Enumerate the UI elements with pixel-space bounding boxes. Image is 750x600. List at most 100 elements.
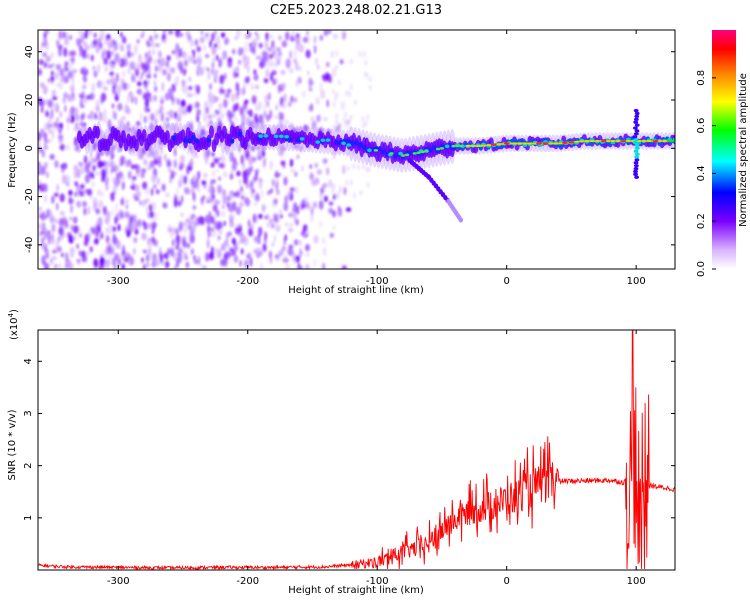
noise-blob: [119, 31, 123, 38]
noise-blob: [337, 79, 341, 86]
noise-blob: [135, 164, 141, 174]
noise-blob: [297, 239, 303, 246]
noise-blob: [160, 155, 163, 161]
snr-y-scale: (x104): [7, 309, 20, 340]
noise-blob: [307, 35, 310, 45]
noise-blob: [322, 262, 325, 269]
spike-blob: [634, 129, 640, 133]
noise-blob: [84, 174, 90, 184]
x-tick-label: 0: [503, 276, 509, 287]
noise-blob: [329, 232, 334, 238]
noise-blob: [218, 176, 221, 181]
noise-blob: [238, 47, 243, 56]
noise-blob: [229, 152, 235, 163]
noise-blob: [53, 192, 59, 198]
noise-blob: [278, 111, 282, 122]
noise-blob: [168, 168, 173, 173]
y-tick-label: 3: [23, 410, 34, 416]
noise-blob: [73, 164, 79, 171]
noise-blob: [157, 177, 161, 184]
noise-blob: [118, 119, 121, 128]
noise-blob: [352, 192, 356, 199]
noise-blob: [62, 96, 66, 104]
noise-blob: [211, 61, 214, 71]
noise-blob: [214, 109, 221, 116]
noise-blob: [127, 120, 130, 128]
noise-blob: [223, 220, 226, 227]
noise-blob: [343, 186, 347, 196]
noise-blob: [252, 213, 257, 224]
noise-blob: [126, 228, 131, 238]
noise-blob: [41, 236, 44, 247]
noise-blob: [68, 70, 74, 79]
noise-blob: [143, 115, 147, 124]
noise-blob: [223, 171, 227, 178]
noise-blob: [183, 226, 187, 235]
track-core: [95, 125, 101, 139]
noise-blob: [112, 86, 116, 95]
noise-blob: [167, 87, 173, 98]
track-green: [416, 151, 421, 154]
noise-blob: [308, 104, 313, 112]
noise-blob: [283, 254, 287, 263]
noise-blob: [250, 189, 255, 198]
noise-blob: [181, 235, 187, 242]
noise-blob: [154, 43, 160, 48]
noise-blob: [305, 252, 310, 258]
noise-blob: [277, 50, 282, 58]
noise-blob: [131, 72, 134, 83]
noise-blob: [171, 239, 175, 247]
noise-blob: [296, 154, 300, 160]
noise-blob: [137, 219, 142, 228]
noise-blob: [293, 202, 298, 210]
noise-blob: [43, 61, 47, 69]
noise-blob: [54, 219, 59, 224]
noise-blob: [345, 179, 349, 186]
noise-blob: [136, 81, 142, 87]
noise-blob: [320, 89, 326, 99]
noise-blob: [292, 251, 296, 261]
noise-blob: [248, 227, 253, 237]
track-mid: [230, 138, 235, 144]
track-mid: [187, 138, 192, 144]
noise-blob: [224, 93, 231, 98]
noise-blob: [263, 110, 267, 119]
noise-blob: [338, 125, 342, 132]
noise-blob: [171, 98, 175, 106]
track-mid: [171, 135, 177, 141]
noise-blob: [84, 236, 88, 247]
noise-blob: [117, 91, 121, 97]
noise-blob: [273, 46, 278, 51]
noise-blob: [144, 98, 150, 109]
noise-blob: [103, 205, 107, 216]
noise-blob: [192, 221, 198, 226]
noise-blob: [114, 52, 120, 63]
noise-blob: [210, 246, 214, 257]
noise-blob: [275, 104, 278, 111]
noise-blob: [82, 49, 87, 59]
noise-blob: [362, 51, 366, 58]
noise-blob: [234, 117, 238, 122]
noise-blob: [125, 204, 128, 210]
noise-blob: [325, 71, 330, 82]
noise-blob: [99, 256, 105, 266]
noise-blob: [70, 204, 73, 214]
noise-blob: [366, 157, 370, 164]
noise-blob: [280, 214, 283, 219]
noise-blob: [270, 60, 274, 67]
noise-blob: [186, 149, 191, 155]
noise-blob: [364, 120, 368, 127]
noise-blob: [58, 217, 64, 227]
noise-blob: [121, 115, 126, 122]
noise-blob: [221, 156, 227, 163]
noise-blob: [111, 247, 115, 256]
noise-blob: [326, 99, 329, 108]
noise-blob: [224, 72, 227, 80]
noise-blob: [151, 38, 154, 49]
noise-blob: [266, 114, 270, 122]
noise-blob: [173, 147, 177, 157]
noise-blob: [153, 30, 157, 34]
noise-blob: [146, 114, 149, 123]
noise-blob: [122, 70, 125, 78]
colorbar-tick-label: 0.4: [696, 165, 707, 181]
